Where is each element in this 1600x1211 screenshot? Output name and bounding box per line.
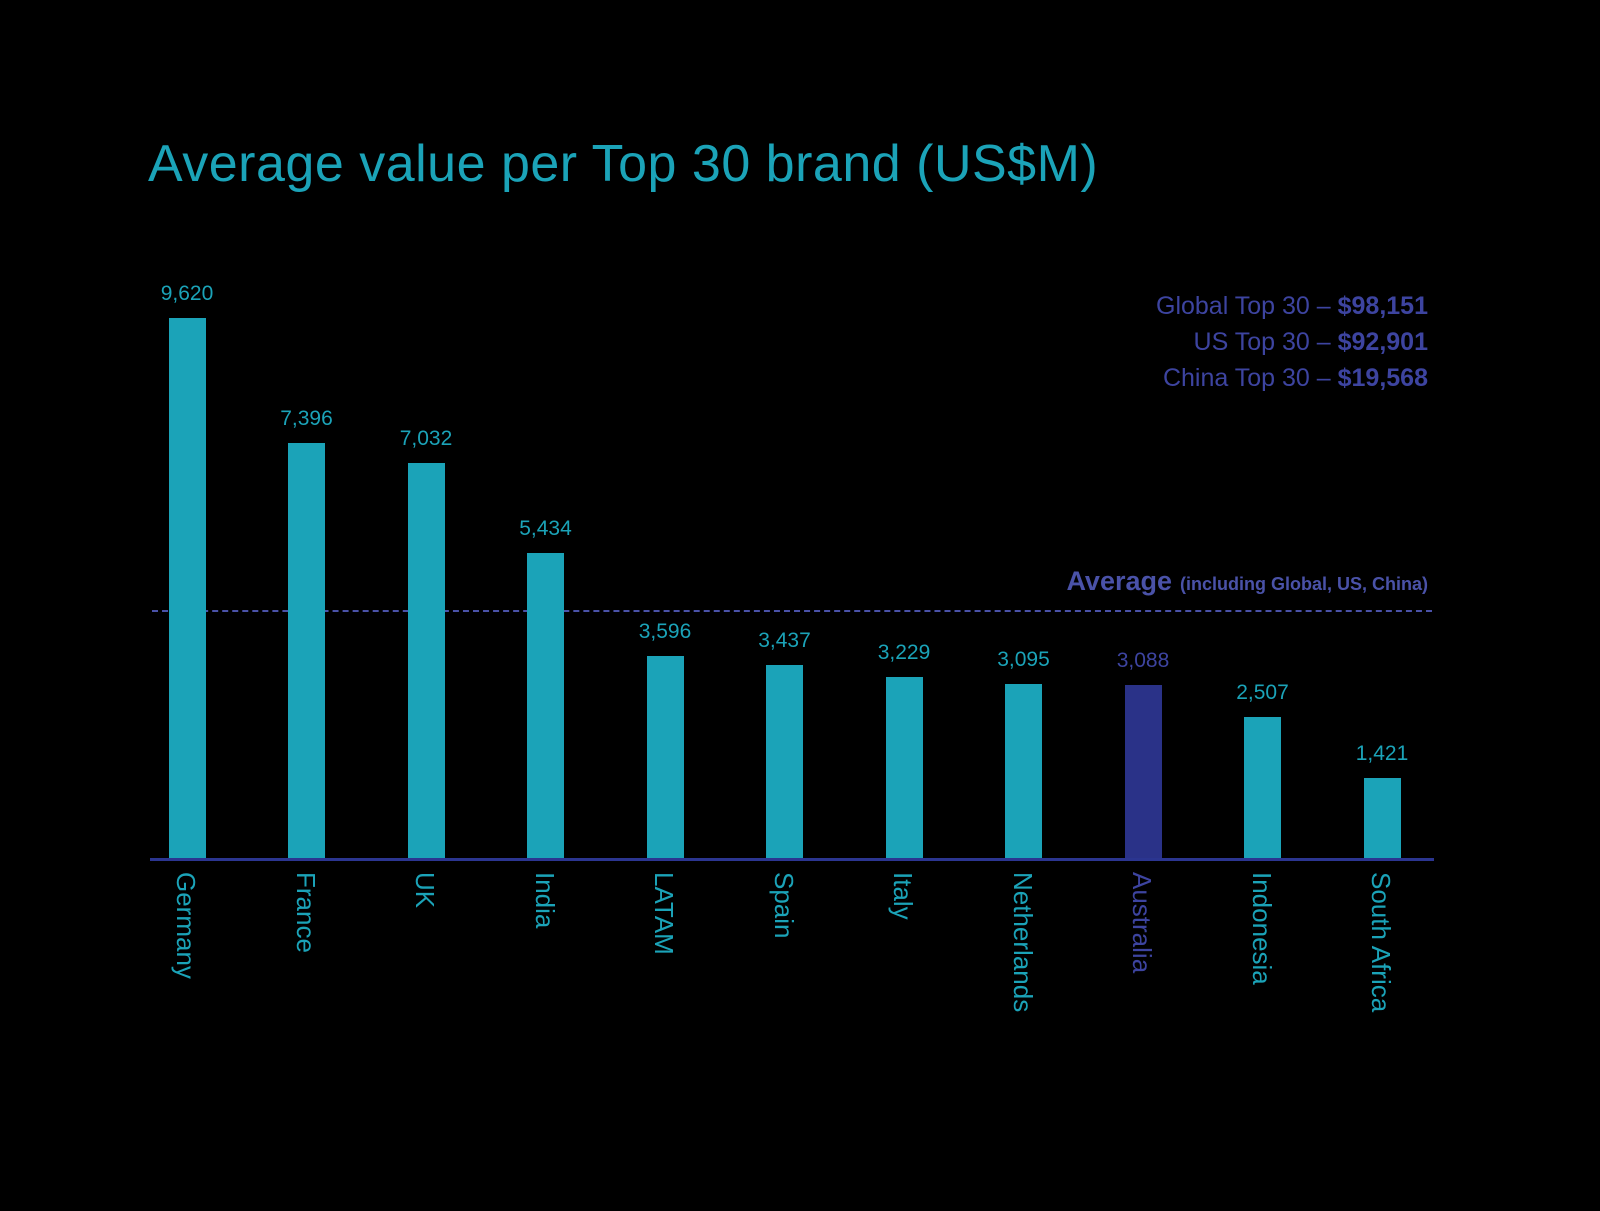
average-line-label: Average (including Global, US, China) [1066,566,1428,597]
bar-australia [1124,685,1162,858]
x-axis-label: Spain [768,872,799,939]
bar-south-africa [1363,778,1401,858]
bar-germany [168,318,206,858]
legend-line-china: China Top 30 – $19,568 [1156,360,1428,396]
bar-value-label: 5,434 [519,517,572,540]
x-axis-label: India [529,872,560,929]
bar-value-label: 1,421 [1355,742,1409,765]
bar-latam [646,656,684,858]
x-axis-label: South Africa [1366,872,1396,1013]
legend-line-us: US Top 30 – $92,901 [1156,324,1428,360]
average-dashed-line [152,610,1432,612]
bar-uk [407,463,445,858]
legend-value: $98,151 [1337,292,1428,320]
bar-value-label: 3,596 [638,620,692,643]
page-title: Average value per Top 30 brand (US$M) [148,135,1099,193]
bar-value-label: 7,396 [280,407,333,430]
x-axis-line [150,858,1434,861]
bar-value-label: 9,620 [160,282,214,305]
bar-value-label: 3,095 [997,648,1050,671]
legend-label: US Top 30 – [1193,328,1338,356]
legend-value: $19,568 [1337,364,1428,392]
bar-value-label: 3,437 [758,629,811,652]
bar-italy [885,677,923,858]
bar-spain [766,665,803,858]
x-axis-label: Indonesia [1246,872,1277,985]
bar-value-label: 2,507 [1236,681,1289,704]
bar-value-label: 7,032 [399,427,453,450]
legend-line-global: Global Top 30 – $98,151 [1156,288,1428,324]
x-axis-label: LATAM [649,872,679,955]
x-axis-label: Australia [1127,872,1157,974]
bar-france [288,443,325,858]
x-axis-label: Netherlands [1007,872,1038,1013]
bar-netherlands [1005,684,1042,858]
bar-indonesia [1244,717,1281,858]
legend-label: Global Top 30 – [1156,292,1338,320]
summary-legend: Global Top 30 – $98,151 US Top 30 – $92,… [1156,288,1428,396]
x-axis-label: Italy [888,872,918,920]
bar-value-label: 3,229 [877,641,931,664]
x-axis-label: France [290,872,321,953]
average-label-main: Average [1066,566,1172,596]
legend-label: China Top 30 – [1162,364,1338,392]
x-axis-label: UK [410,872,440,909]
bar-value-label: 3,088 [1116,649,1170,672]
average-label-note: (including Global, US, China) [1180,574,1428,594]
legend-value: $92,901 [1337,328,1428,356]
x-axis-label: Germany [171,872,201,979]
bar-india [527,553,564,858]
